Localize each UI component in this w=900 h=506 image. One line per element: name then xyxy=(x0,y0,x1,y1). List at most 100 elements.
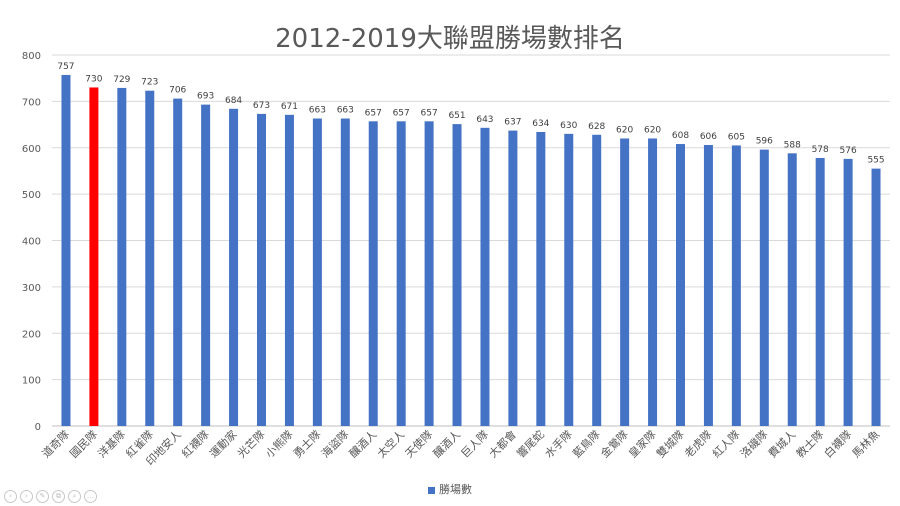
x-tick-label: 海盜隊 xyxy=(318,427,351,460)
data-label: 673 xyxy=(253,101,270,111)
data-label: 620 xyxy=(616,125,633,135)
y-tick-label: 800 xyxy=(22,51,41,62)
data-label: 630 xyxy=(560,121,577,131)
bar xyxy=(815,157,825,426)
x-tick-label: 馬林魚 xyxy=(849,427,882,460)
data-label: 729 xyxy=(113,75,130,85)
data-label: 663 xyxy=(337,106,354,116)
bar xyxy=(284,114,294,426)
bar xyxy=(173,98,183,426)
bar xyxy=(536,131,546,427)
data-label: 637 xyxy=(504,118,521,128)
x-tick-label: 巨人隊 xyxy=(458,427,491,460)
x-tick-label: 小熊隊 xyxy=(262,427,295,460)
y-tick-label: 300 xyxy=(22,283,41,294)
pen-icon[interactable]: ✎ xyxy=(36,490,49,503)
bar xyxy=(396,121,406,426)
x-tick-label: 費城人 xyxy=(765,427,798,460)
y-tick-label: 600 xyxy=(22,144,41,155)
x-tick-label: 勇士隊 xyxy=(290,427,323,460)
bar xyxy=(703,144,713,426)
bar xyxy=(480,127,490,426)
data-label: 757 xyxy=(57,62,74,72)
x-tick-label: 白襪隊 xyxy=(821,427,854,460)
x-tick-label: 老虎隊 xyxy=(681,427,714,460)
data-label: 596 xyxy=(756,137,773,147)
bar xyxy=(424,121,434,426)
circle-right-icon[interactable]: › xyxy=(20,490,33,503)
x-tick-label: 教士隊 xyxy=(793,427,826,460)
y-tick-label: 100 xyxy=(22,376,41,387)
bar xyxy=(648,138,658,426)
bar xyxy=(787,153,797,426)
bar xyxy=(312,118,322,426)
x-tick-label: 紅人隊 xyxy=(709,427,742,460)
x-tick-label: 光芒隊 xyxy=(234,427,267,460)
data-label: 578 xyxy=(812,145,829,155)
data-label: 663 xyxy=(309,106,326,116)
x-tick-label: 釀酒人 xyxy=(346,427,379,460)
data-label: 620 xyxy=(644,125,661,135)
y-tick-label: 400 xyxy=(22,237,41,248)
data-label: 643 xyxy=(476,115,493,125)
x-tick-label: 金鶯隊 xyxy=(598,427,631,460)
data-label: 693 xyxy=(197,92,214,102)
data-label: 657 xyxy=(365,108,382,118)
bar xyxy=(117,87,127,427)
y-tick-label: 200 xyxy=(22,329,41,340)
x-tick-label: 藍鳥隊 xyxy=(570,427,603,460)
x-tick-label: 道奇隊 xyxy=(39,427,72,460)
bar xyxy=(871,168,881,426)
bar xyxy=(731,145,741,426)
x-tick-label: 釀酒人 xyxy=(430,427,463,460)
legend: 勝場數 xyxy=(0,481,900,497)
x-tick-label: 運動家 xyxy=(206,427,239,460)
data-label: 723 xyxy=(141,78,158,88)
data-label: 628 xyxy=(588,122,605,132)
legend-swatch xyxy=(428,486,435,494)
data-label: 634 xyxy=(532,119,549,129)
data-label: 605 xyxy=(728,132,745,142)
data-label: 706 xyxy=(169,86,186,96)
chart-title: 2012-2019大聯盟勝場數排名 xyxy=(275,24,625,54)
bar xyxy=(229,108,239,427)
data-label: 657 xyxy=(393,108,410,118)
data-label: 651 xyxy=(448,111,465,121)
x-tick-label: 太空人 xyxy=(374,427,407,460)
copy-icon[interactable]: ⧉ xyxy=(52,490,65,503)
data-label: 657 xyxy=(421,108,438,118)
bar xyxy=(843,158,853,426)
data-label: 730 xyxy=(85,74,102,84)
data-label: 684 xyxy=(225,96,242,106)
data-label: 608 xyxy=(672,131,689,141)
x-tick-label: 皇家隊 xyxy=(625,427,658,460)
zoom-icon[interactable]: ⌕ xyxy=(68,490,81,503)
data-label: 555 xyxy=(867,156,884,166)
x-tick-label: 國民隊 xyxy=(67,427,100,460)
x-tick-label: 天使隊 xyxy=(402,427,435,460)
bar xyxy=(676,144,685,427)
bar xyxy=(61,74,71,426)
bar xyxy=(340,118,350,426)
bar xyxy=(564,133,574,426)
data-label: 606 xyxy=(700,132,717,142)
x-tick-label: 響尾蛇 xyxy=(514,427,547,460)
y-tick-label: 500 xyxy=(22,190,41,201)
bar xyxy=(452,124,462,426)
bar xyxy=(368,121,378,426)
bar xyxy=(201,104,211,426)
more-icon[interactable]: … xyxy=(84,490,97,503)
bar xyxy=(620,138,630,426)
bar xyxy=(759,149,769,427)
bar xyxy=(592,134,602,426)
circle-left-icon[interactable]: ‹ xyxy=(4,490,17,503)
slide-controls: ‹ › ✎ ⧉ ⌕ … xyxy=(4,490,97,503)
legend-label: 勝場數 xyxy=(439,483,472,496)
bar xyxy=(89,87,99,427)
x-tick-label: 水手隊 xyxy=(542,427,575,460)
bar xyxy=(257,113,266,427)
data-label: 588 xyxy=(784,140,801,150)
bar xyxy=(508,130,518,426)
y-tick-label: 700 xyxy=(22,97,41,108)
